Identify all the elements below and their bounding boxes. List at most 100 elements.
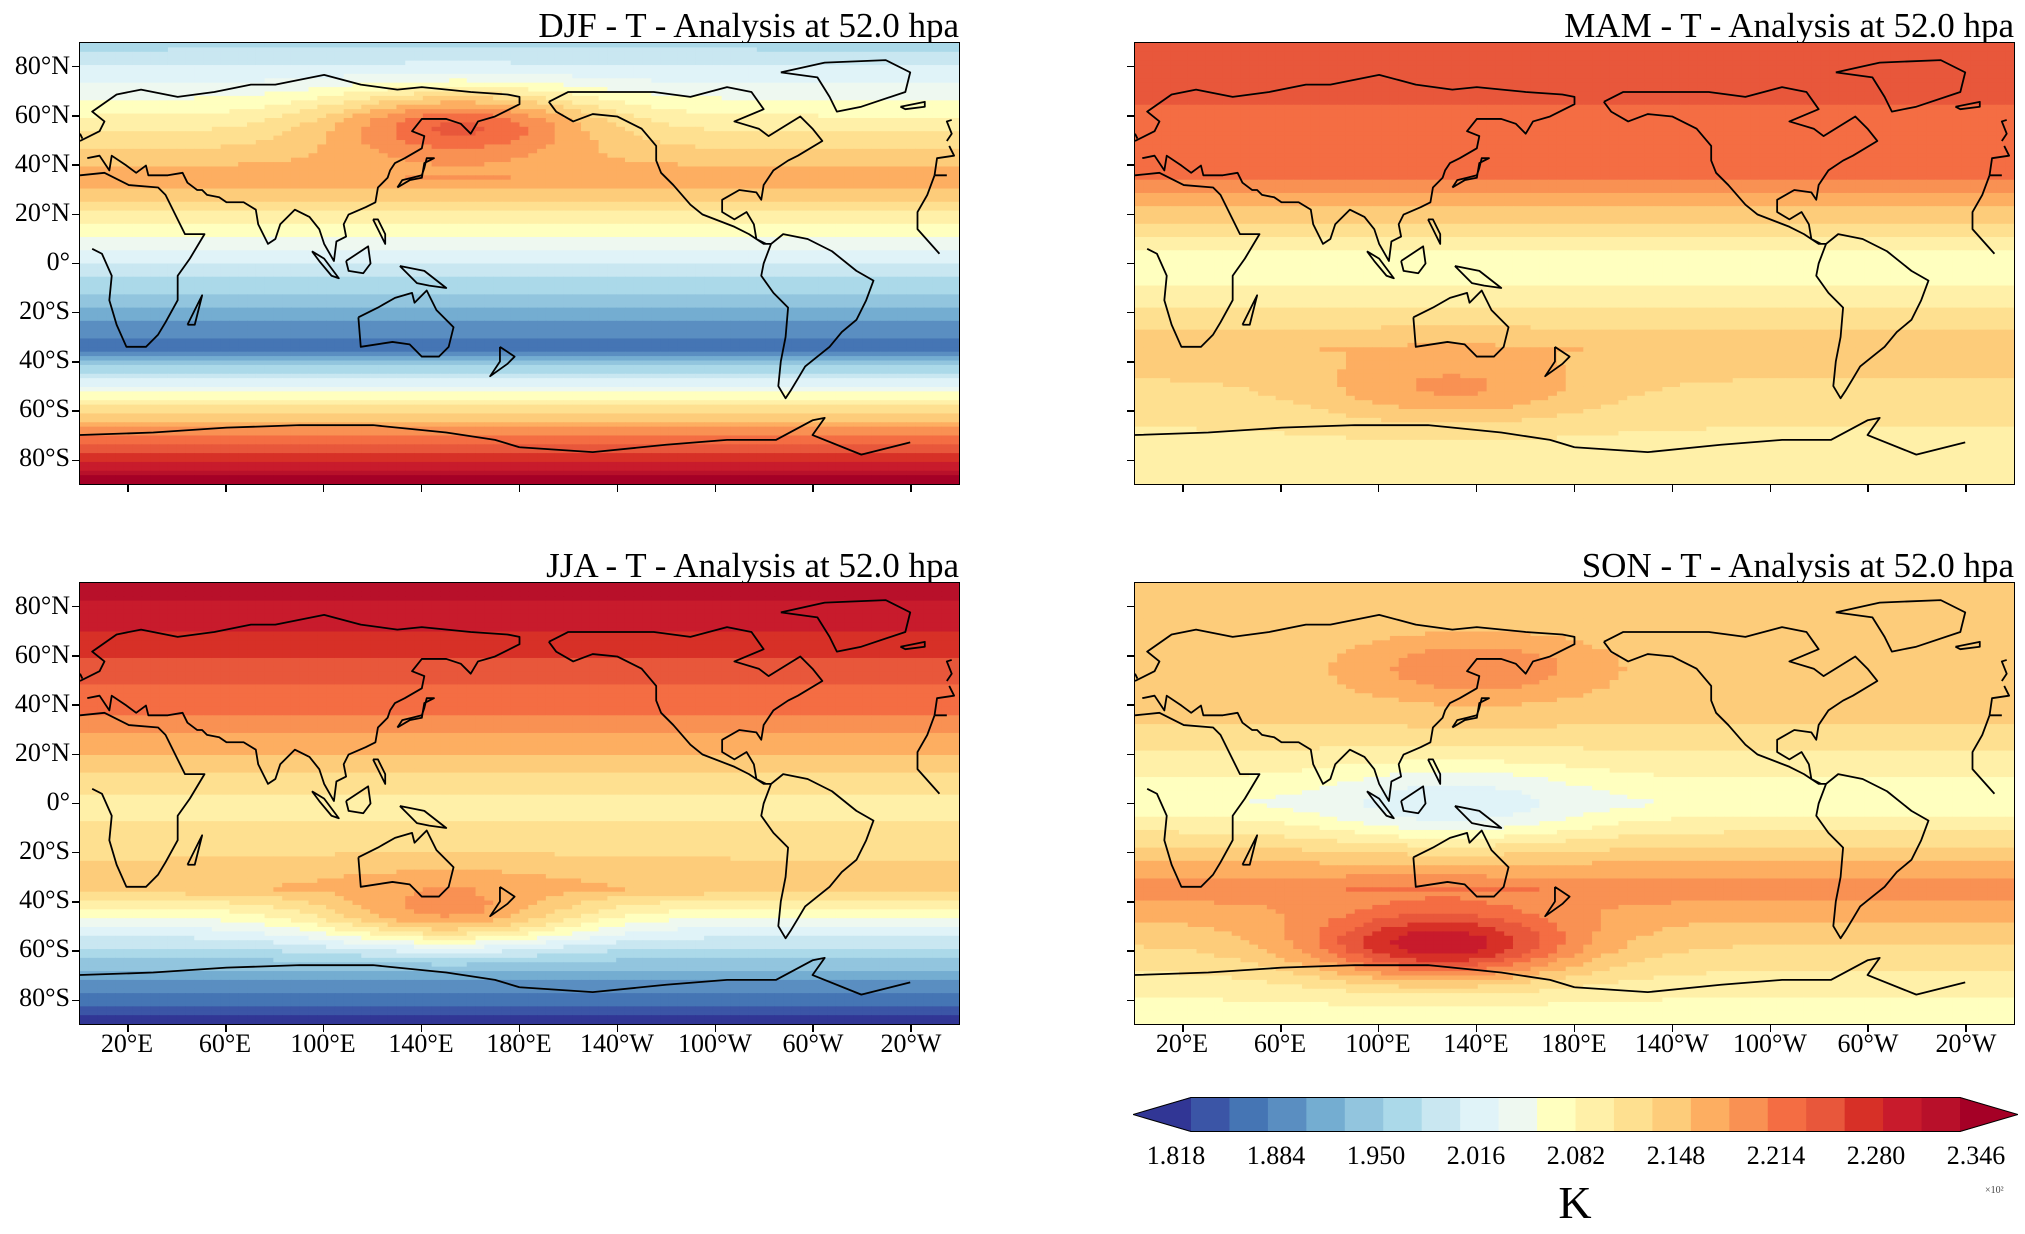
axis-tick bbox=[127, 1025, 129, 1032]
coastline-path bbox=[1815, 233, 1930, 400]
coastline-path bbox=[1400, 785, 1427, 815]
axis-tick bbox=[72, 753, 79, 756]
colorbar-tick-label: 2.214 bbox=[1747, 1141, 1806, 1171]
axis-tick bbox=[72, 605, 79, 608]
coastlines bbox=[1135, 599, 2011, 996]
lon-label: 100°E bbox=[1345, 1031, 1410, 1057]
lat-label: 60°N bbox=[15, 102, 70, 128]
axis-tick bbox=[1127, 311, 1134, 314]
lon-label: 20°E bbox=[101, 1031, 153, 1057]
panel-title-mam: MAM - T - Analysis at 52.0 hpa bbox=[1564, 8, 2014, 43]
panel-title-jja: JJA - T - Analysis at 52.0 hpa bbox=[546, 548, 959, 583]
coastline-path bbox=[1241, 294, 1259, 326]
colorbar-tick-label: 2.016 bbox=[1447, 1141, 1506, 1171]
axis-tick bbox=[72, 851, 79, 854]
axis-tick bbox=[72, 65, 79, 68]
axis-tick bbox=[1127, 115, 1134, 117]
coastline-path bbox=[399, 805, 448, 829]
coastline-path bbox=[1412, 289, 1510, 358]
axis-tick bbox=[910, 1025, 912, 1032]
lat-label: 0° bbox=[47, 249, 70, 275]
lat-label: 40°S bbox=[19, 347, 70, 373]
axis-tick bbox=[1573, 485, 1576, 492]
panel-title-djf: DJF - T - Analysis at 52.0 hpa bbox=[538, 8, 959, 43]
axis-tick bbox=[1377, 485, 1380, 492]
map-jja-svg bbox=[80, 583, 959, 1024]
colorbar-tick-label: 1.884 bbox=[1247, 1141, 1306, 1171]
coastline-path bbox=[1427, 758, 1442, 785]
lat-label: 0° bbox=[47, 789, 70, 815]
coastline-path bbox=[1835, 599, 1967, 653]
panel-title-son: SON - T - Analysis at 52.0 hpa bbox=[1582, 548, 2014, 583]
axis-tick bbox=[72, 311, 79, 314]
coastline-path bbox=[80, 711, 941, 888]
axis-tick bbox=[1127, 605, 1134, 608]
coastlines bbox=[80, 599, 956, 996]
axis-tick bbox=[1127, 410, 1134, 412]
lat-label: 80°S bbox=[19, 985, 70, 1011]
lon-label: 140°E bbox=[1443, 1031, 1508, 1057]
axis-tick bbox=[127, 485, 129, 492]
axis-tick bbox=[72, 999, 79, 1002]
axis-tick bbox=[1127, 213, 1134, 216]
coastline-path bbox=[1544, 886, 1571, 918]
axis-tick bbox=[420, 1025, 423, 1032]
axis-tick bbox=[1475, 485, 1478, 492]
map-mam-svg bbox=[1135, 43, 2014, 484]
axis-tick bbox=[812, 1025, 814, 1032]
coastline-path bbox=[357, 829, 455, 898]
colorbar-segment bbox=[1460, 1097, 1500, 1132]
colorbar-outline bbox=[1133, 1097, 2018, 1132]
coastline-path bbox=[1135, 613, 2011, 802]
coastline-path bbox=[186, 294, 204, 326]
coastline-path bbox=[1427, 218, 1442, 245]
coastline-path bbox=[1135, 711, 1996, 888]
axis-tick bbox=[1127, 901, 1134, 903]
coastline-path bbox=[80, 613, 956, 802]
lon-label: 60°E bbox=[1254, 1031, 1306, 1057]
lon-label: 60°E bbox=[199, 1031, 251, 1057]
axis-tick bbox=[1573, 1025, 1576, 1032]
axis-tick bbox=[1965, 1025, 1967, 1032]
axis-tick bbox=[1867, 1025, 1869, 1032]
coastline-path bbox=[1366, 790, 1395, 820]
axis-tick bbox=[1769, 485, 1772, 492]
axis-tick bbox=[72, 164, 79, 166]
axis-tick bbox=[72, 410, 79, 412]
temperature-field bbox=[80, 583, 959, 1024]
axis-tick bbox=[1127, 459, 1134, 462]
lat-label: 80°N bbox=[15, 53, 70, 79]
colorbar-segment bbox=[1844, 1097, 1884, 1132]
coastline-path bbox=[760, 233, 875, 400]
axis-tick bbox=[1127, 704, 1134, 706]
lon-label: 20°W bbox=[881, 1031, 942, 1057]
axis-tick bbox=[1127, 361, 1134, 363]
temperature-field bbox=[1135, 583, 2014, 1024]
coastlines bbox=[80, 59, 956, 456]
lon-label: 20°W bbox=[1936, 1031, 1997, 1057]
axis-tick bbox=[518, 1025, 521, 1032]
colorbar-segment bbox=[1191, 1097, 1230, 1132]
lon-label: 140°W bbox=[580, 1031, 654, 1057]
lat-label: 40°N bbox=[15, 151, 70, 177]
temperature-field bbox=[80, 43, 959, 484]
coastline-path bbox=[1135, 119, 2008, 142]
axis-tick bbox=[1127, 65, 1134, 68]
coastline-path bbox=[1135, 73, 2011, 262]
colorbar-segment bbox=[1729, 1097, 1769, 1132]
coastline-path bbox=[1135, 659, 2008, 682]
colorbar-segment bbox=[1133, 1097, 1191, 1132]
coastline-path bbox=[80, 171, 941, 348]
lon-label: 20°E bbox=[1156, 1031, 1208, 1057]
lon-label: 100°E bbox=[290, 1031, 355, 1057]
coastline-path bbox=[399, 265, 448, 289]
map-son-svg bbox=[1135, 583, 2014, 1024]
lat-label: 20°N bbox=[15, 740, 70, 766]
axis-tick bbox=[72, 655, 79, 657]
lat-label: 20°N bbox=[15, 200, 70, 226]
colorbar-segment bbox=[1613, 1097, 1653, 1132]
colorbar-segment bbox=[1575, 1097, 1615, 1132]
lat-label: 40°S bbox=[19, 887, 70, 913]
axis-tick bbox=[616, 1025, 619, 1032]
axis-tick bbox=[1671, 485, 1674, 492]
